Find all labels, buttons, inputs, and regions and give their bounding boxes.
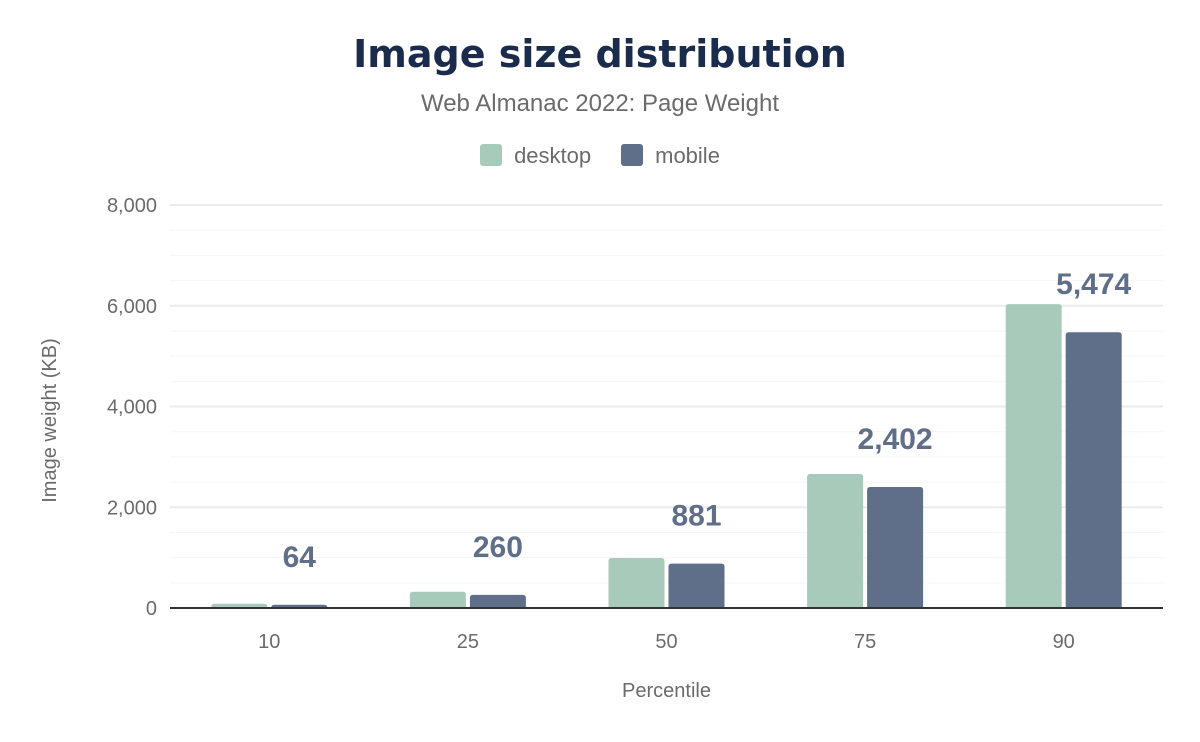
y-tick-label: 4,000 bbox=[107, 397, 157, 419]
y-tick-label: 8,000 bbox=[107, 195, 157, 217]
data-label: 5,474 bbox=[1056, 268, 1131, 301]
bar-desktop bbox=[409, 591, 466, 608]
x-tick-label: 75 bbox=[854, 631, 876, 653]
chart-subtitle: Web Almanac 2022: Page Weight bbox=[420, 90, 779, 117]
bar-desktop bbox=[211, 603, 268, 608]
y-axis-title: Image weight (KB) bbox=[39, 338, 61, 503]
y-tick-label: 0 bbox=[146, 598, 157, 620]
bar-mobile bbox=[469, 594, 526, 608]
data-label: 260 bbox=[473, 531, 523, 564]
x-tick-label: 90 bbox=[1053, 631, 1075, 653]
legend-swatch-mobile bbox=[621, 144, 644, 166]
bar-mobile bbox=[867, 486, 924, 608]
bar-desktop bbox=[608, 558, 665, 608]
legend-item-mobile[interactable]: mobile bbox=[621, 143, 720, 169]
y-tick-label: 2,000 bbox=[107, 497, 157, 519]
legend-label-mobile: mobile bbox=[655, 143, 720, 168]
x-tick-label: 50 bbox=[655, 631, 677, 653]
legend-item-desktop[interactable]: desktop bbox=[480, 143, 591, 169]
data-label: 881 bbox=[671, 500, 721, 533]
legend-swatch-desktop bbox=[480, 144, 503, 166]
bar-mobile bbox=[1065, 332, 1122, 608]
chart-title: Image size distribution bbox=[353, 32, 847, 76]
x-tick-label: 25 bbox=[457, 631, 479, 653]
y-tick-label: 6,000 bbox=[107, 296, 157, 318]
bar-desktop bbox=[1005, 304, 1062, 608]
bar-desktop bbox=[807, 474, 864, 608]
x-tick-label: 10 bbox=[258, 631, 280, 653]
x-axis-title: Percentile bbox=[622, 680, 711, 702]
legend-label-desktop: desktop bbox=[514, 143, 592, 168]
data-label: 2,402 bbox=[858, 423, 933, 456]
bar-mobile bbox=[668, 563, 725, 608]
legend: desktop mobile bbox=[0, 143, 1200, 169]
data-label: 64 bbox=[283, 541, 317, 574]
